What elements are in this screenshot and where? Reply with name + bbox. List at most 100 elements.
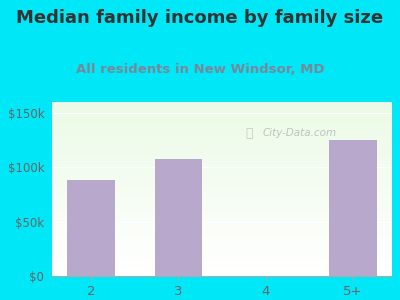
Bar [52,104,392,105]
Bar [52,188,392,189]
Bar [154,158,202,276]
Bar [52,121,392,122]
Bar [52,253,392,254]
Bar [52,128,392,129]
Bar [52,172,392,173]
Bar [52,237,392,238]
Bar [52,173,392,174]
Bar [52,149,392,150]
Bar [52,127,392,128]
Bar [52,200,392,201]
Bar [52,240,392,241]
Bar [52,247,392,248]
Bar [52,250,392,251]
Bar [52,201,392,202]
Bar [52,112,392,113]
Bar [52,142,392,143]
Bar [52,187,392,188]
Bar [52,236,392,237]
Bar [52,109,392,110]
Bar [52,203,392,204]
Bar [52,107,392,108]
Bar [52,229,392,230]
Bar [52,259,392,260]
Bar [52,185,392,186]
Bar [52,270,392,271]
Bar [52,195,392,196]
Bar [52,134,392,135]
Bar [52,136,392,137]
Bar [52,233,392,234]
Bar [52,126,392,127]
Bar [52,169,392,170]
Bar [52,219,392,220]
Bar [52,220,392,221]
Bar [52,254,392,255]
Bar [52,183,392,184]
Bar [52,224,392,225]
Bar [52,186,392,187]
Bar [52,114,392,115]
Bar [52,255,392,256]
Bar [52,132,392,133]
Bar [52,105,392,106]
Bar [52,176,392,177]
Bar [52,189,392,190]
Bar [52,181,392,182]
Bar [52,166,392,167]
Bar [52,261,392,262]
Bar [52,249,392,250]
Bar [52,202,392,203]
Bar [52,131,392,132]
Bar [52,244,392,245]
Bar [52,213,392,214]
Bar [52,108,392,109]
Bar [52,221,392,222]
Bar [52,141,392,142]
Bar [52,204,392,205]
Bar [52,151,392,152]
Bar [52,205,392,206]
Bar [52,252,392,253]
Bar [52,215,392,216]
Bar [52,225,392,226]
Bar [52,156,392,157]
Bar [52,110,392,111]
Bar [52,167,392,168]
Bar [52,214,392,215]
Bar [52,242,392,243]
Bar [52,144,392,145]
Bar [52,218,392,219]
Bar [52,269,392,270]
Bar [68,180,115,276]
Bar [52,118,392,119]
Bar [52,133,392,134]
Bar [52,179,392,180]
Bar [52,222,392,223]
Bar [329,140,376,276]
Bar [52,182,392,183]
Bar [52,248,392,249]
Bar [52,206,392,207]
Bar [52,103,392,104]
Bar [52,157,392,158]
Bar [52,150,392,151]
Bar [52,158,392,159]
Bar [52,161,392,162]
Bar [52,140,392,141]
Bar [52,210,392,211]
Bar [52,117,392,118]
Bar [52,174,392,175]
Bar [52,135,392,136]
Bar [52,239,392,240]
Bar [52,106,392,107]
Bar [52,163,392,164]
Bar [52,119,392,120]
Bar [52,257,392,258]
Bar [52,208,392,209]
Text: All residents in New Windsor, MD: All residents in New Windsor, MD [76,63,324,76]
Bar [52,209,392,210]
Bar [52,265,392,266]
Bar [52,102,392,103]
Bar [52,146,392,147]
